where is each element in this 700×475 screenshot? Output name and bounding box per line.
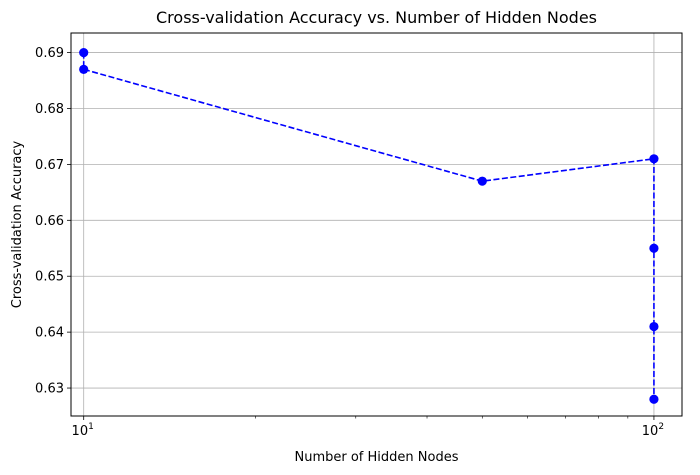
y-tick-label: 0.69: [35, 46, 64, 61]
x-axis-label: Number of Hidden Nodes: [295, 450, 459, 465]
data-point: [649, 321, 659, 332]
data-point: [649, 243, 659, 253]
y-tick-label: 0.65: [35, 270, 64, 285]
chart-title: Cross-validation Accuracy vs. Number of …: [156, 8, 597, 27]
data-point: [79, 47, 89, 58]
data-point: [649, 394, 659, 404]
grid: [71, 33, 682, 416]
y-tick-label: 0.63: [35, 382, 64, 397]
plot-frame: [70, 32, 683, 417]
y-tick-label: 0.67: [35, 158, 64, 173]
series: [79, 47, 659, 404]
y-ticks: 0.63 0.64 0.65 0.66 0.67 0.68 0.69: [35, 46, 71, 397]
data-point: [477, 176, 487, 186]
y-tick-label: 0.66: [35, 214, 64, 229]
y-axis-label: Cross-validation Accuracy: [10, 140, 25, 308]
y-tick-label: 0.64: [35, 326, 64, 341]
data-point: [649, 154, 659, 164]
y-tick-label: 0.68: [35, 102, 64, 117]
data-point: [79, 64, 89, 74]
